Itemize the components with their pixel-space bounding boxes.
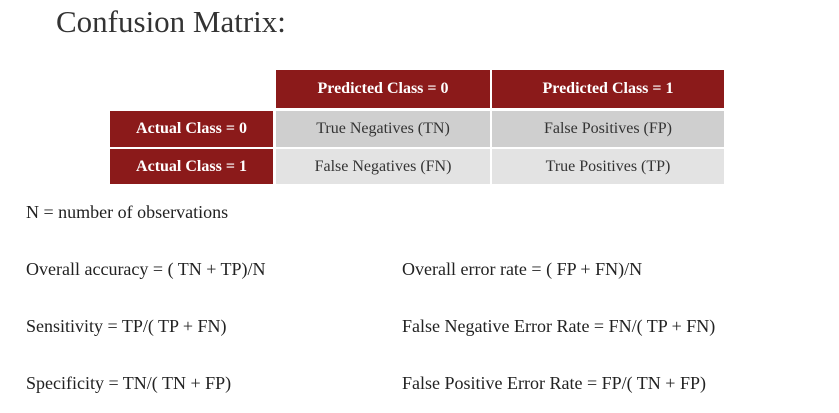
- overall-error-rate-formula: Overall error rate = ( FP + FN)/N: [402, 259, 643, 279]
- specificity-formula: Specificity = TN/( TN + FP): [26, 373, 232, 393]
- sensitivity-formula: Sensitivity = TP/( TP + FN): [26, 316, 227, 336]
- row-header-actual-0: Actual Class = 0: [110, 111, 273, 147]
- false-negative-error-rate-formula: False Negative Error Rate = FN/( TP + FN…: [402, 316, 716, 336]
- cell-true-positives: True Positives (TP): [492, 149, 724, 184]
- row-header-actual-1: Actual Class = 1: [110, 149, 273, 184]
- cell-false-negatives: False Negatives (FN): [276, 149, 490, 184]
- col-header-predicted-1: Predicted Class = 1: [492, 70, 724, 108]
- cell-false-positives: False Positives (FP): [492, 111, 724, 147]
- false-positive-error-rate-formula: False Positive Error Rate = FP/( TN + FP…: [402, 373, 706, 393]
- observations-definition: N = number of observations: [26, 202, 229, 222]
- slide-title: Confusion Matrix:: [56, 4, 286, 39]
- cell-true-negatives: True Negatives (TN): [276, 111, 490, 147]
- col-header-predicted-0: Predicted Class = 0: [276, 70, 490, 108]
- overall-accuracy-formula: Overall accuracy = ( TN + TP)/N: [26, 259, 266, 279]
